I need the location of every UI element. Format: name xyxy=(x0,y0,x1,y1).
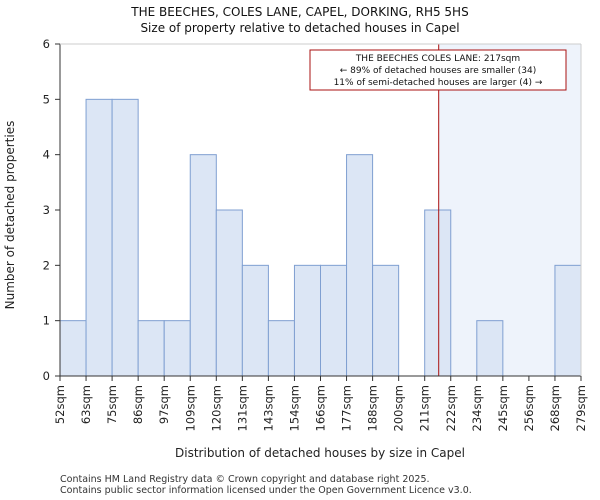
annotation-line-2: ← 89% of detached houses are smaller (34… xyxy=(340,66,537,76)
annotation-line-3: 11% of semi-detached houses are larger (… xyxy=(334,78,543,88)
y-tick-label: 2 xyxy=(43,258,50,272)
x-tick-label: 52sqm xyxy=(53,385,67,424)
x-tick-label: 131sqm xyxy=(235,385,249,431)
y-tick-label: 0 xyxy=(43,369,50,383)
histogram-bar xyxy=(476,320,504,377)
x-tick-label: 154sqm xyxy=(287,385,301,431)
x-axis-label: Distribution of detached houses by size … xyxy=(175,446,465,460)
histogram-bar xyxy=(424,209,452,377)
y-ticks: 0 1 2 3 4 5 6 xyxy=(43,37,60,383)
annotation-box: THE BEECHES COLES LANE: 217sqm ← 89% of … xyxy=(309,49,567,91)
histogram-bar xyxy=(346,154,374,377)
histogram-bar xyxy=(59,320,87,377)
y-tick-label: 5 xyxy=(43,92,50,106)
histogram-bar xyxy=(554,264,582,377)
x-tick-label: 109sqm xyxy=(183,385,197,431)
x-tick-label: 256sqm xyxy=(522,385,536,431)
histogram-bar xyxy=(372,264,400,377)
x-tick-label: 245sqm xyxy=(496,385,510,431)
chart-title: THE BEECHES, COLES LANE, CAPEL, DORKING,… xyxy=(130,5,468,19)
x-tick-label: 211sqm xyxy=(418,385,432,431)
histogram-bar xyxy=(111,98,139,377)
x-tick-label: 177sqm xyxy=(340,385,354,431)
x-tick-label: 188sqm xyxy=(366,385,380,431)
histogram-bar xyxy=(241,264,269,377)
x-tick-label: 222sqm xyxy=(444,385,458,431)
y-axis-label: Number of detached properties xyxy=(3,121,17,310)
x-tick-label: 279sqm xyxy=(574,385,588,431)
x-tick-label: 63sqm xyxy=(79,385,93,424)
x-tick-label: 268sqm xyxy=(548,385,562,431)
x-tick-label: 86sqm xyxy=(131,385,145,424)
annotation-line-1: THE BEECHES COLES LANE: 217sqm xyxy=(355,54,520,64)
histogram-bar xyxy=(215,209,243,377)
x-tick-label: 75sqm xyxy=(105,385,119,424)
footer-attribution-2: Contains public sector information licen… xyxy=(60,485,472,496)
y-tick-label: 3 xyxy=(43,203,50,217)
x-tick-label: 200sqm xyxy=(392,385,406,431)
histogram-bar xyxy=(137,320,165,377)
x-tick-label: 143sqm xyxy=(261,385,275,431)
x-tick-label: 97sqm xyxy=(157,385,171,424)
y-tick-label: 4 xyxy=(43,148,50,162)
histogram-bar xyxy=(85,98,113,377)
histogram-bar xyxy=(293,264,322,377)
x-tick-label: 166sqm xyxy=(314,385,328,431)
bars-layer xyxy=(59,98,582,377)
y-tick-label: 1 xyxy=(43,314,50,328)
histogram-bar xyxy=(189,154,217,377)
y-tick-label: 6 xyxy=(43,37,50,51)
histogram-bar xyxy=(320,264,348,377)
x-tick-label: 120sqm xyxy=(209,385,223,431)
chart-subtitle: Size of property relative to detached ho… xyxy=(140,21,459,35)
footer-attribution-1: Contains HM Land Registry data © Crown c… xyxy=(60,474,430,485)
histogram-bar xyxy=(163,320,191,377)
histogram-bar xyxy=(267,320,295,377)
x-ticks: 52sqm 63sqm 75sqm 86sqm 97sqm 109sqm 120sqm 131… xyxy=(53,376,588,431)
annotation-border xyxy=(309,49,567,91)
x-tick-label: 234sqm xyxy=(470,385,484,431)
